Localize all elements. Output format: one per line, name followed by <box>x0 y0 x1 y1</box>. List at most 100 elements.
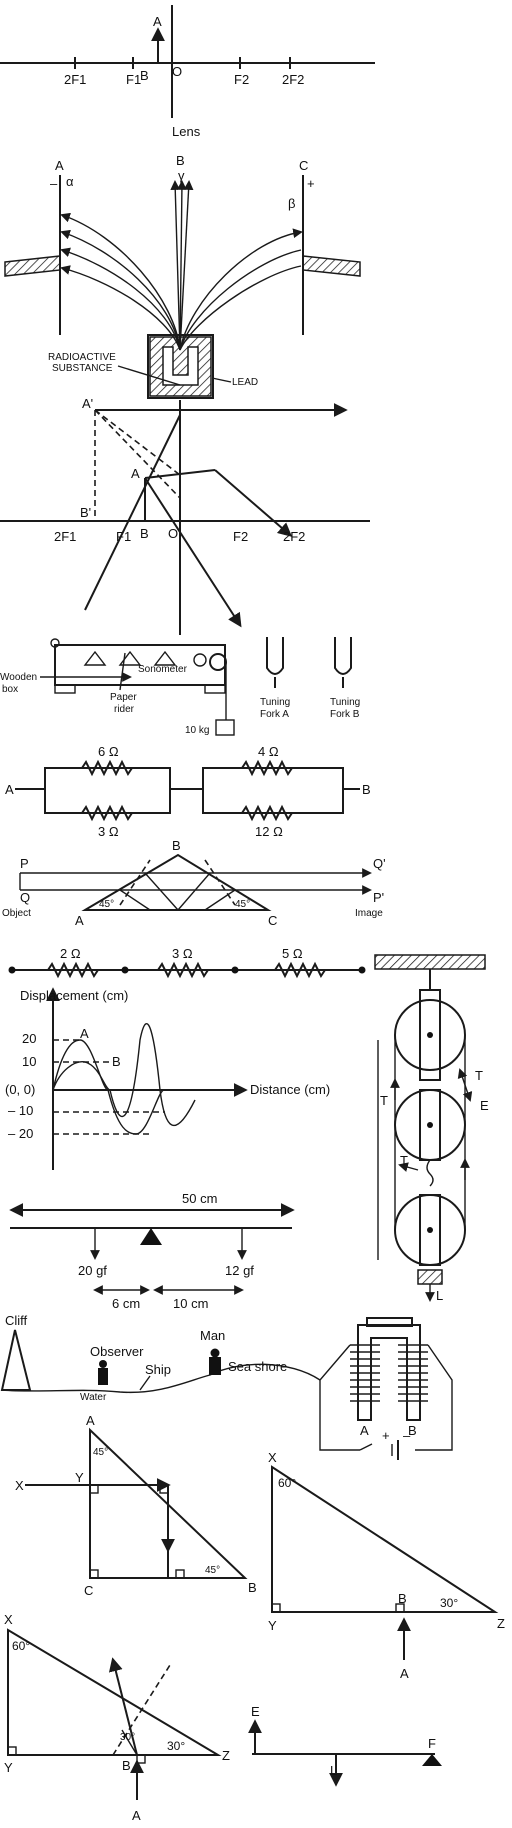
prism-45-y: Y <box>75 1470 84 1485</box>
sonometer-diagram: Wooden box Sonometer Paper rider 10 kg T… <box>0 637 360 736</box>
wave-point-a: A <box>80 1026 89 1041</box>
ray-diagram: A' B' A B O 2F1 F1 F2 2F2 <box>0 396 370 635</box>
coil-b-label: B <box>408 1423 417 1438</box>
distance-2-label: 10 cm <box>173 1296 208 1311</box>
mark-f2: F2 <box>234 72 249 87</box>
prism2-z: Z <box>222 1748 230 1763</box>
source-label-2: SUBSTANCE <box>52 363 113 374</box>
mark-f2-2: F2 <box>233 529 248 544</box>
right-prism-2: X 60° Y B 30° 30° Z A <box>4 1612 230 1823</box>
prism-45-angle-a: 45° <box>93 1447 108 1458</box>
plate-left-label: A <box>55 158 64 173</box>
beam-diagram: E F L <box>248 1704 442 1787</box>
series-r1-label: 2 Ω <box>60 946 81 961</box>
fork-b-label-2: Fork B <box>330 709 360 720</box>
mark-2f2-2: 2F2 <box>283 529 305 544</box>
source-label-1: RADIOACTIVE <box>48 352 116 363</box>
beta-label: β <box>288 196 295 211</box>
minus-sign: – <box>50 176 58 191</box>
prism2-angle-b: 30° <box>120 1732 135 1743</box>
load-label: L <box>436 1288 443 1303</box>
wave-a <box>52 1039 165 1135</box>
wave-xlabel: Distance (cm) <box>250 1082 330 1097</box>
prism-left-label: A <box>75 913 84 928</box>
prism1-angle-x: 60° <box>278 1476 296 1490</box>
mark-2f1-2: 2F1 <box>54 529 76 544</box>
r2-label: 3 Ω <box>98 824 119 839</box>
object-label-prism: Object <box>2 908 31 919</box>
weight-1-label: 20 gf <box>78 1263 107 1278</box>
battery-plus: + <box>382 1428 390 1443</box>
image-base-label: B' <box>80 505 91 520</box>
cliff-label: Cliff <box>5 1313 28 1328</box>
beam-load-label: L <box>330 1763 337 1778</box>
sonometer-label: Sonometer <box>138 664 188 675</box>
fork-a <box>266 637 284 675</box>
origin-label-2: O <box>168 526 178 541</box>
fork-a-label-2: Fork A <box>260 709 289 720</box>
prism2-a: A <box>132 1808 141 1823</box>
prism-apex-label: B <box>172 838 181 853</box>
r1-label: 6 Ω <box>98 744 119 759</box>
beam-fulcrum <box>422 1754 442 1766</box>
electromagnet-diagram: A B + – <box>319 1317 453 1460</box>
plate-right-label: C <box>299 158 308 173</box>
alpha-label: α <box>66 174 74 189</box>
shore-label: Sea shore <box>228 1359 287 1374</box>
tension-label-1: T <box>475 1068 483 1083</box>
wave-ylabel: Displacement (cm) <box>20 988 128 1003</box>
prism2-angle-z: 30° <box>167 1739 185 1753</box>
node-a-label: A <box>5 782 14 797</box>
prism-45-a: A <box>86 1413 95 1428</box>
lens-label: Lens <box>172 124 201 139</box>
load-block <box>417 1269 443 1285</box>
prism-45-c: C <box>84 1583 93 1598</box>
prism1-z: Z <box>497 1616 505 1631</box>
lead-label: LEAD <box>232 377 258 388</box>
prism-right-label: C <box>268 913 277 928</box>
wave-origin: (0, 0) <box>5 1082 35 1097</box>
object-base-label: B <box>140 526 149 541</box>
pulley-system: T T T E L <box>374 954 489 1303</box>
fork-b-label-1: Tuning <box>330 697 360 708</box>
mark-2f1: 2F1 <box>64 72 86 87</box>
gamma-label: γ <box>178 168 185 183</box>
man-label: Man <box>200 1328 225 1343</box>
hatched-plate-right <box>302 255 361 277</box>
prism-60-30 <box>271 1465 499 1613</box>
r4-label: 12 Ω <box>255 824 283 839</box>
ship-label: Ship <box>145 1362 171 1377</box>
beam-fulcrum-label: F <box>428 1736 436 1751</box>
prism1-x: X <box>268 1450 277 1465</box>
observer-figure <box>98 1368 108 1385</box>
wave-graph: Displacement (cm) Distance (cm) (0, 0) 2… <box>5 987 330 1170</box>
distance-1-label: 6 cm <box>112 1296 140 1311</box>
beam-effort-label: E <box>251 1704 260 1719</box>
lens-diagram: A B O 2F1 F1 F2 2F2 Lens <box>0 5 375 139</box>
prism-diagram: B A C 45° 45° P Q Q' P' Object Image <box>2 838 386 928</box>
series-r2-label: 3 Ω <box>172 946 193 961</box>
rider-label-2: rider <box>114 704 135 715</box>
wave-tick-10: 10 <box>22 1054 36 1069</box>
plate-center-label: B <box>176 153 185 168</box>
mark-2f2: 2F2 <box>282 72 304 87</box>
object-label: A <box>153 14 162 29</box>
prism-45-angle-b: 45° <box>205 1565 220 1576</box>
prism-angle-left: 45° <box>99 899 114 910</box>
fork-b <box>334 637 352 675</box>
hatched-plate-left <box>4 255 61 277</box>
base-label: B <box>140 68 149 83</box>
fork-a-label-1: Tuning <box>260 697 290 708</box>
lever-length-label: 50 cm <box>182 1191 217 1206</box>
prism2-b: B <box>122 1758 131 1773</box>
node-b-label: B <box>362 782 371 797</box>
prism1-b: B <box>398 1591 407 1606</box>
radiation-diagram: A B C – + α γ β RADIOACTIVE SUBSTANCE LE… <box>4 153 361 399</box>
weight-2-label: 12 gf <box>225 1263 254 1278</box>
echo-scene: Cliff Observer Ship Man Sea shore Water <box>0 1313 321 1403</box>
ceiling-support <box>374 954 486 970</box>
prism-path-diagram: A 45° X Y C B 45° <box>15 1413 257 1598</box>
object-top-label: A <box>131 466 140 481</box>
